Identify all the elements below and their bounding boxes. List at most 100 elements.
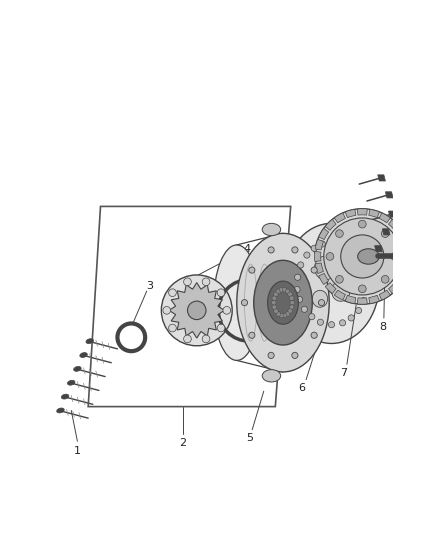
Ellipse shape [284,223,379,343]
Wedge shape [396,273,406,285]
Ellipse shape [74,366,81,372]
Circle shape [362,273,368,279]
Circle shape [294,287,300,293]
Circle shape [328,321,335,328]
Wedge shape [345,209,356,217]
Circle shape [353,251,359,257]
Circle shape [297,296,303,303]
Wedge shape [404,252,410,262]
Wedge shape [314,252,321,262]
Text: 6: 6 [299,383,306,393]
Circle shape [381,230,389,237]
Ellipse shape [67,381,75,385]
Ellipse shape [80,352,87,358]
Ellipse shape [57,408,64,413]
Circle shape [359,261,365,267]
Wedge shape [315,239,324,250]
Text: 1: 1 [74,446,81,456]
Circle shape [358,285,366,293]
Circle shape [336,276,343,283]
Ellipse shape [161,275,232,346]
Wedge shape [401,239,410,250]
Circle shape [348,315,354,321]
Circle shape [290,305,294,310]
Wedge shape [334,290,346,300]
Circle shape [292,352,298,359]
Circle shape [301,306,307,312]
Ellipse shape [262,223,281,236]
Circle shape [276,289,281,294]
Circle shape [249,267,255,273]
Circle shape [328,238,335,245]
Polygon shape [382,229,390,235]
Text: 3: 3 [146,281,153,290]
Circle shape [318,319,324,325]
Circle shape [304,252,310,258]
Text: 4: 4 [243,244,251,254]
Polygon shape [374,246,382,252]
Wedge shape [325,282,336,294]
Ellipse shape [314,209,410,304]
Ellipse shape [266,289,309,332]
Circle shape [292,247,298,253]
Circle shape [274,309,278,313]
Ellipse shape [324,218,401,295]
Wedge shape [369,209,379,217]
Circle shape [311,267,317,273]
Circle shape [217,324,225,332]
Wedge shape [357,298,367,304]
Text: 5: 5 [247,433,254,443]
Ellipse shape [86,338,93,344]
Circle shape [282,313,287,318]
Circle shape [288,309,293,313]
Circle shape [391,253,399,260]
Ellipse shape [214,245,260,360]
Wedge shape [319,273,328,285]
Wedge shape [389,282,399,294]
Circle shape [338,240,344,246]
Wedge shape [325,220,336,230]
Circle shape [381,276,389,283]
Circle shape [241,300,247,306]
Circle shape [169,324,177,332]
Circle shape [217,289,225,296]
Wedge shape [369,295,379,304]
Circle shape [285,289,290,294]
Polygon shape [378,175,385,181]
Wedge shape [319,229,328,239]
Polygon shape [169,282,224,338]
Ellipse shape [312,290,328,308]
Circle shape [202,335,210,343]
Text: 8: 8 [379,322,386,332]
Wedge shape [379,213,390,223]
Circle shape [356,308,362,313]
Circle shape [290,301,294,305]
Circle shape [336,230,343,237]
Circle shape [184,278,191,286]
Ellipse shape [268,281,298,324]
Wedge shape [345,295,356,304]
Circle shape [294,274,301,280]
Circle shape [272,305,277,310]
Circle shape [276,312,281,316]
Circle shape [268,247,274,253]
Circle shape [202,278,210,286]
Ellipse shape [237,233,329,372]
Circle shape [187,301,206,320]
Circle shape [279,287,284,292]
Circle shape [268,352,274,359]
Wedge shape [401,263,410,273]
Circle shape [223,306,231,314]
Polygon shape [385,192,393,198]
Circle shape [358,220,366,228]
Text: 7: 7 [340,368,347,378]
Circle shape [309,313,315,320]
Wedge shape [389,220,399,230]
Circle shape [311,245,318,252]
Ellipse shape [61,394,69,399]
Circle shape [311,332,317,338]
Circle shape [288,292,293,296]
Wedge shape [334,213,346,223]
Circle shape [163,306,170,314]
Circle shape [346,245,352,251]
